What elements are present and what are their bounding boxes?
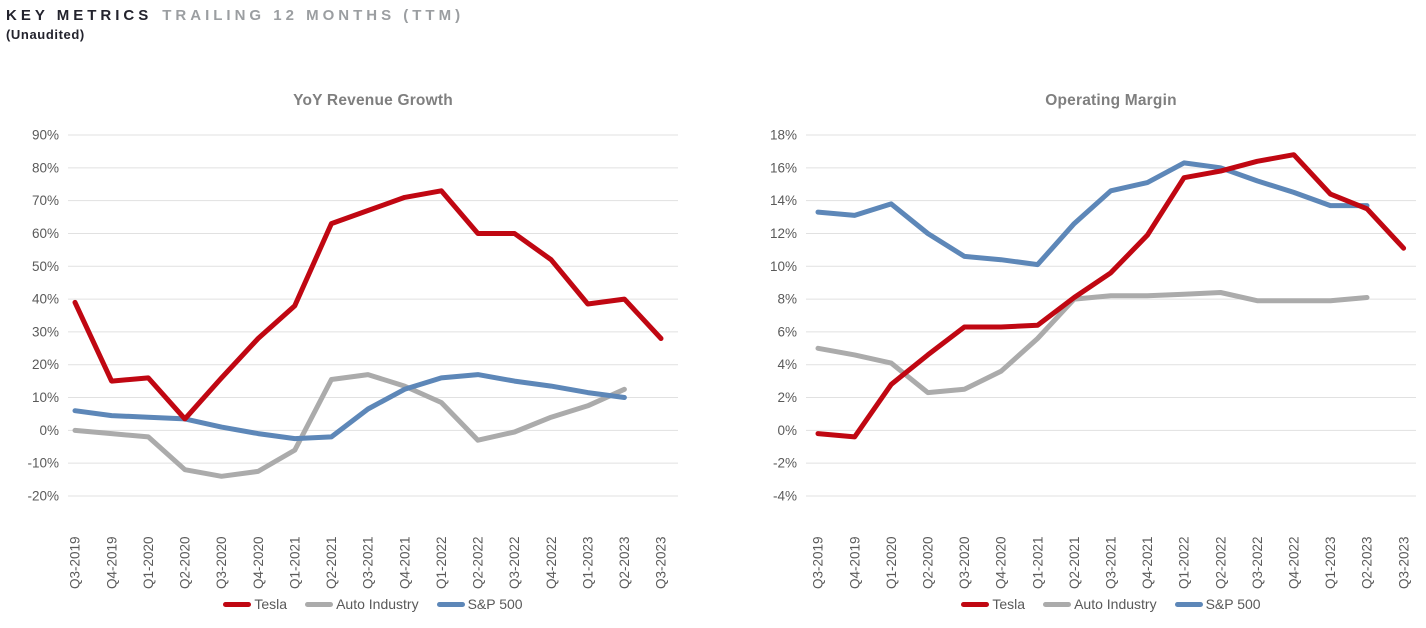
x-tick-label: Q2-2021 [324,536,339,589]
legend-label: S&P 500 [467,596,523,612]
x-tick-label: Q3-2023 [1396,536,1411,589]
x-tick-label: Q4-2020 [251,536,266,589]
gridlines [68,134,678,497]
tesla-legend-marker-icon [961,601,990,607]
x-tick-label: Q1-2022 [1177,536,1192,589]
gridlines [806,134,1416,497]
y-tick-label: 70% [32,193,59,208]
y-tick-label: 90% [32,128,59,143]
x-tick-label: Q2-2023 [617,536,632,589]
x-tick-label: Q3-2021 [1104,536,1119,589]
x-tick-label: Q3-2021 [361,536,376,589]
y-tick-label: 80% [32,160,59,175]
x-tick-label: Q3-2022 [507,536,522,589]
legend-item-s-p-500: S&P 500 [436,596,523,612]
y-tick-label: 10% [770,259,797,274]
page-subtitle: (Unaudited) [6,27,85,42]
page-title: KEY METRICS TRAILING 12 MONTHS (TTM) [6,7,464,24]
y-tick-label: 60% [32,226,59,241]
tesla-legend-marker-icon [223,601,252,607]
x-tick-label: Q3-2020 [957,536,972,589]
report-header: KEY METRICS TRAILING 12 MONTHS (TTM) (Una… [6,7,464,42]
y-tick-label: 12% [770,226,797,241]
x-tick-label: Q1-2023 [1323,536,1338,589]
x-tick-label: Q1-2020 [141,536,156,589]
legend-label: Tesla [992,596,1026,612]
x-tick-label: Q4-2019 [104,536,119,589]
y-tick-label: 20% [32,357,59,372]
chart-title-yoy-revenue-growth: YoY Revenue Growth [293,92,453,109]
x-tick-label: Q1-2022 [434,536,449,589]
y-tick-label: 2% [777,390,797,405]
x-tick-label: Q3-2023 [654,536,669,589]
s-p-500-legend-marker-icon [436,601,465,607]
x-tick-label: Q1-2021 [287,536,302,589]
x-tick-label: Q2-2021 [1067,536,1082,589]
x-tick-label: Q4-2021 [1140,536,1155,589]
x-tick-label: Q3-2020 [214,536,229,589]
x-tick-label: Q3-2022 [1250,536,1265,589]
y-tick-label: -4% [773,489,797,504]
x-tick-label: Q4-2020 [994,536,1009,589]
s-p-500-line [72,372,627,442]
auto-industry-legend-marker-icon [1043,601,1072,607]
y-tick-label: 18% [770,128,797,143]
y-tick-label: 50% [32,259,59,274]
y-tick-label: 16% [770,160,797,175]
x-tick-label: Q3-2019 [68,536,83,589]
legend-label: Tesla [254,596,288,612]
y-tick-label: 14% [770,193,797,208]
s-p-500-line [815,160,1370,268]
legend-item-auto-industry: Auto Industry [305,596,419,612]
chart-operating-margin: 18% 16% 14% 12% 10% 8% 6% 4% 2% 0% -2% -4% Q3-2019 Q4… [770,128,1416,589]
y-tick-label: -10% [27,456,59,471]
tesla-line [72,188,664,422]
legend-item-s-p-500: S&P 500 [1174,596,1261,612]
page-title-primary: KEY METRICS [6,7,153,24]
y-tick-label: 30% [32,324,59,339]
legend-label: S&P 500 [1205,596,1261,612]
x-tick-label: Q2-2020 [921,536,936,589]
page-title-secondary: TRAILING 12 MONTHS (TTM) [162,7,465,24]
legend-item-auto-industry: Auto Industry [1043,596,1157,612]
y-tick-label: -2% [773,456,797,471]
x-tick-label: Q2-2020 [178,536,193,589]
legend-yoy-revenue-growth: Tesla Auto Industry S&P 500 [68,593,678,615]
x-tick-label: Q1-2020 [884,536,899,589]
y-tick-label: 0% [777,423,797,438]
auto-industry-line [815,290,1370,396]
x-tick-label: Q4-2022 [1287,536,1302,589]
legend-operating-margin: Tesla Auto Industry S&P 500 [806,593,1416,615]
x-tick-label: Q4-2021 [397,536,412,589]
auto-industry-line [72,372,627,479]
legend-label: Auto Industry [336,596,419,612]
y-tick-label: 0% [39,423,59,438]
tesla-line [815,152,1407,440]
y-tick-label: 8% [777,292,797,307]
auto-industry-legend-marker-icon [305,601,334,607]
x-tick-label: Q2-2022 [1213,536,1228,589]
y-tick-label: 40% [32,292,59,307]
x-tick-label: Q4-2022 [544,536,559,589]
x-tick-label: Q2-2023 [1360,536,1375,589]
x-tick-label: Q1-2023 [580,536,595,589]
chart-title-operating-margin: Operating Margin [1045,92,1177,109]
x-tick-label: Q3-2019 [811,536,826,589]
legend-item-tesla: Tesla [961,596,1025,612]
y-tick-label: 6% [777,324,797,339]
y-tick-label: 4% [777,357,797,372]
y-tick-label: -20% [27,489,59,504]
chart-yoy-revenue-growth: 90% 80% 70% 60% 50% 40% 30% 20% 10% 0% -10% -20% Q3-… [27,128,678,589]
s-p-500-legend-marker-icon [1174,601,1203,607]
legend-label: Auto Industry [1074,596,1157,612]
x-tick-label: Q1-2021 [1030,536,1045,589]
x-tick-label: Q4-2019 [847,536,862,589]
x-tick-label: Q2-2022 [471,536,486,589]
legend-item-tesla: Tesla [223,596,287,612]
y-tick-label: 10% [32,390,59,405]
